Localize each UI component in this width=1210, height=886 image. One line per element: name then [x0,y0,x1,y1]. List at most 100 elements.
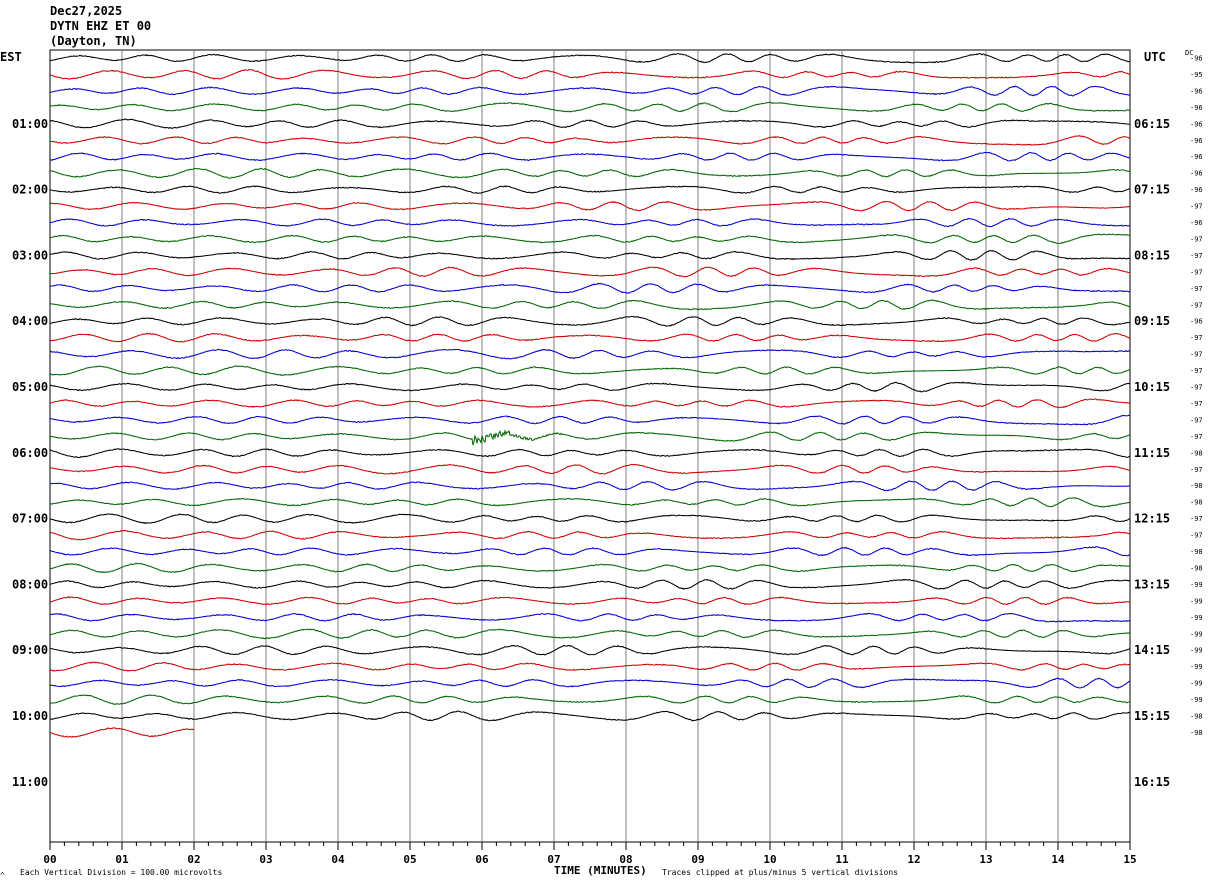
x-tick-label: 07 [547,853,560,866]
seismic-trace [49,53,1131,64]
seismic-trace [49,677,1131,689]
seismic-trace [49,315,1131,327]
dc-offset-label: -96 [1190,55,1203,63]
seismic-trace [49,429,1131,446]
x-tick-label: 15 [1123,853,1136,866]
seismic-trace [49,694,1131,705]
dc-offset-label: -97 [1190,416,1203,424]
corner-mark: ^ [0,871,5,880]
x-tick-label: 09 [691,853,704,866]
seismic-trace [49,596,1131,606]
seismic-trace [49,480,1131,492]
seismic-trace [49,529,1131,541]
dc-offset-label: -99 [1190,647,1203,655]
dc-offset-label: -97 [1190,384,1203,392]
dc-offset-label: -98 [1190,548,1203,556]
x-tick-label: 12 [907,853,920,866]
dc-offset-label: -99 [1190,696,1203,704]
seismic-trace [49,85,1131,97]
dc-offset-label: -97 [1190,285,1203,293]
left-hour-label: 05:00 [12,380,48,394]
right-timezone-label: UTC [1144,50,1166,64]
right-hour-label: 07:15 [1134,183,1170,197]
dc-offset-label: -96 [1190,87,1203,95]
seismic-trace [49,282,1131,294]
seismic-trace [49,612,1131,623]
dc-offset-label: -96 [1190,137,1203,145]
seismic-trace [49,68,1131,80]
right-hour-label: 10:15 [1134,380,1170,394]
x-tick-label: 03 [259,853,272,866]
dc-offset-label: -97 [1190,466,1203,474]
seismic-trace [49,661,1131,672]
dc-offset-label: -97 [1190,515,1203,523]
left-hour-label: 11:00 [12,775,48,789]
dc-offset-label: -97 [1190,532,1203,540]
dc-offset-label: -99 [1190,581,1203,589]
station-code: DYTN EHZ ET 00 [50,19,152,33]
left-hour-label: 10:00 [12,709,48,723]
left-hour-label: 08:00 [12,577,48,591]
x-tick-label: 08 [619,853,632,866]
dc-offset-label: -96 [1190,318,1203,326]
left-hour-label: 03:00 [12,248,48,262]
seismic-trace [49,250,1131,262]
dc-offset-label: -98 [1190,499,1203,507]
dc-offset-label: -99 [1190,614,1203,622]
plot-date: Dec27,2025 [50,4,123,18]
seismic-trace [49,167,1131,179]
left-hour-label: 01:00 [12,117,48,131]
seismic-trace [49,463,1131,475]
clip-note: Traces clipped at plus/minus 5 vertical … [662,868,899,877]
dc-offset-label: -97 [1190,351,1203,359]
seismic-trace [49,135,1131,146]
right-hour-label: 11:15 [1134,446,1170,460]
dc-offset-label: -97 [1190,433,1203,441]
x-tick-label: 13 [979,853,992,866]
dc-offset-label: -97 [1190,301,1203,309]
right-hour-label: 08:15 [1134,248,1170,262]
seismic-trace [49,414,1131,426]
seismic-trace [49,448,1131,459]
x-tick-label: 04 [331,853,345,866]
dc-offset-label: -97 [1190,235,1203,243]
seismic-trace [49,628,1131,640]
right-hour-label: 15:15 [1134,709,1170,723]
seismic-trace [49,562,1131,574]
dc-offset-label: -96 [1190,104,1203,112]
seismic-trace [49,497,1131,508]
x-tick-label: 02 [187,853,200,866]
seismic-trace [49,233,1131,244]
x-tick-label: 10 [763,853,776,866]
seismic-trace [49,266,1131,278]
seismic-trace [49,217,1131,228]
seismic-trace [49,644,1131,656]
seismic-trace [49,101,1131,113]
seismic-trace [49,546,1131,557]
seismic-trace [49,727,195,738]
station-location: (Dayton, TN) [50,34,137,48]
right-hour-label: 16:15 [1134,775,1170,789]
seismic-trace [49,118,1131,130]
dc-offset-label: -96 [1190,186,1203,194]
dc-offset-label: -98 [1190,482,1203,490]
seismic-trace [49,578,1131,590]
dc-offset-label: -97 [1190,203,1203,211]
dc-offset-label: -98 [1190,713,1203,721]
seismic-trace [49,710,1131,722]
x-tick-label: 00 [43,853,56,866]
left-hour-label: 07:00 [12,512,48,526]
seismic-trace [49,381,1131,393]
right-hour-label: 06:15 [1134,117,1170,131]
dc-offset-label: -96 [1190,153,1203,161]
dc-offset-label: -98 [1190,564,1203,572]
seismic-trace [49,365,1131,377]
seismic-trace [49,299,1131,311]
dc-offset-label: -99 [1190,630,1203,638]
x-tick-label: 01 [115,853,129,866]
seismic-trace [49,348,1131,360]
x-tick-label: 06 [475,853,489,866]
dc-offset-label: -97 [1190,334,1203,342]
seismic-trace [49,398,1131,409]
